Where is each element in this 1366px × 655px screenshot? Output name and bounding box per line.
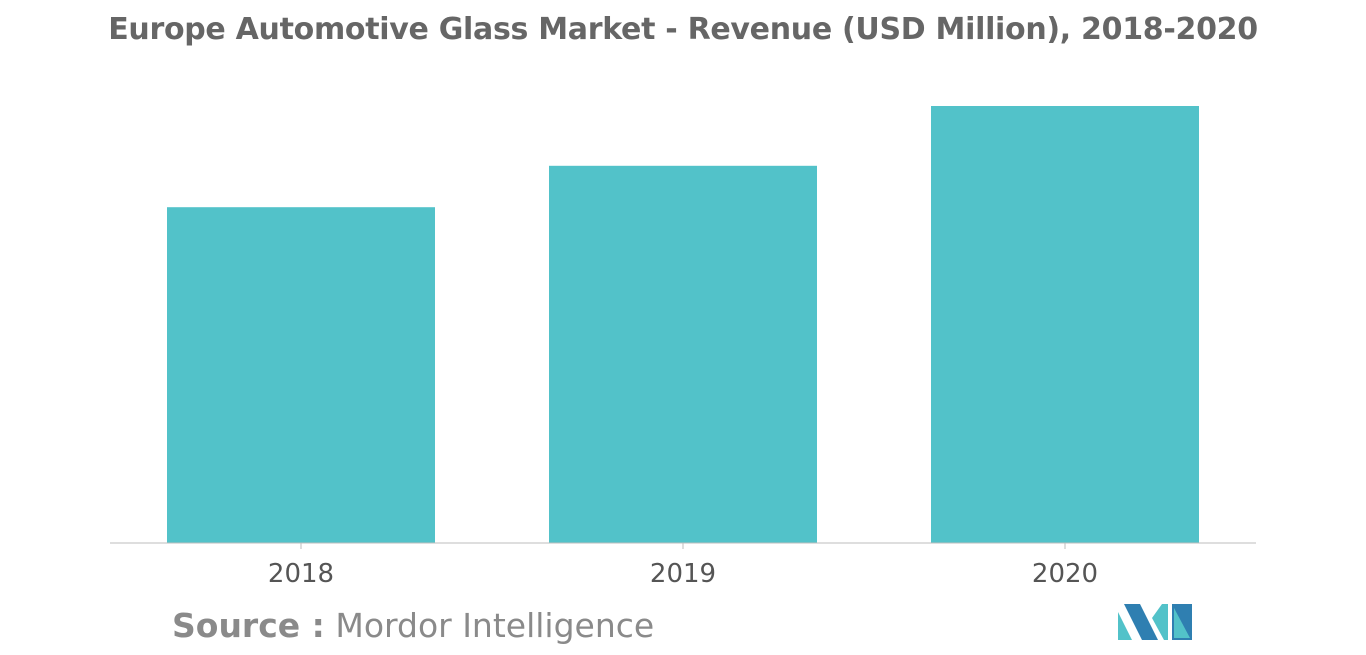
source-label: Source :	[172, 606, 325, 645]
x-tick-label-2019: 2019	[650, 559, 716, 589]
x-tick-label-2018: 2018	[268, 559, 334, 589]
chart-title: Europe Automotive Glass Market - Revenue…	[108, 12, 1258, 47]
bar-2020	[931, 106, 1199, 543]
x-tick-label-2020: 2020	[1032, 559, 1098, 589]
bars-group	[167, 106, 1199, 544]
logo-left-piece	[1118, 612, 1132, 640]
bar-chart: 2018 2019 2020	[110, 106, 1256, 589]
x-axis-ticks	[300, 543, 1066, 549]
bar-2019	[549, 165, 817, 544]
bar-2018	[167, 207, 435, 543]
x-axis-tick-labels: 2018 2019 2020	[268, 559, 1098, 589]
source-note: Source : Mordor Intelligence	[172, 606, 654, 645]
logo-right-notch	[1174, 608, 1190, 638]
logo-center-piece	[1152, 604, 1168, 640]
mordor-intelligence-logo-icon	[1118, 604, 1192, 640]
source-text: Mordor Intelligence	[335, 606, 655, 645]
logo-mid-piece	[1124, 604, 1158, 640]
